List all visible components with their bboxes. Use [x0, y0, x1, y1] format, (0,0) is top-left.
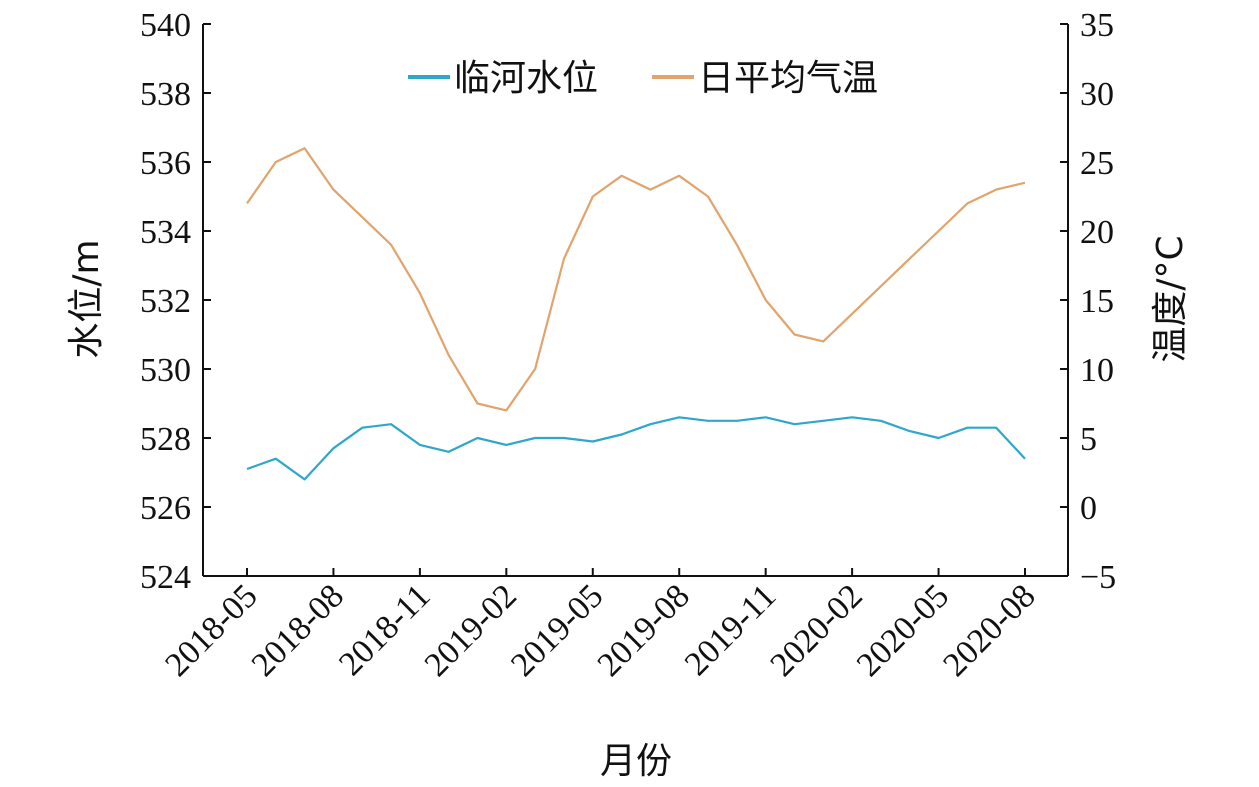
y-right-tick-label: 0 — [1080, 490, 1097, 527]
y-left-tick-label: 528 — [140, 421, 191, 458]
y-right-tick-label: 20 — [1080, 214, 1114, 251]
y-right-tick-label: −5 — [1080, 559, 1116, 596]
x-tick-label: 2019-08 — [591, 577, 697, 683]
x-axis-ticks: 2018-052018-082018-112019-022019-052019-… — [158, 568, 1043, 684]
right-axis-ticks: −5 0 5 10 15 20 25 30 35 — [1060, 7, 1116, 596]
y-left-tick-label: 530 — [140, 352, 191, 389]
series-line-temperature — [246, 147, 1026, 412]
x-tick-label: 2019-02 — [418, 577, 524, 683]
y-right-tick-label: 25 — [1080, 145, 1114, 182]
y-left-tick-label: 526 — [140, 490, 191, 527]
legend: 临河水位 日平均气温 — [408, 58, 878, 99]
x-tick-label: 2019-05 — [504, 577, 610, 683]
y-right-tick-label: 35 — [1080, 7, 1114, 44]
y-right-tick-label: 5 — [1080, 421, 1097, 458]
y-left-tick-label: 524 — [140, 559, 191, 596]
x-tick-label: 2020-02 — [763, 577, 869, 683]
y-left-tick-label: 534 — [140, 214, 191, 251]
x-tick-label: 2020-05 — [850, 577, 956, 683]
legend-label-water-level: 临河水位 — [454, 58, 598, 99]
y-axis-left-title: 水位/m — [66, 239, 107, 358]
y-left-tick-label: 532 — [140, 283, 191, 320]
y-right-tick-label: 10 — [1080, 352, 1114, 389]
legend-label-temperature: 日平均气温 — [698, 58, 878, 99]
y-left-tick-label: 538 — [140, 76, 191, 113]
y-axis-right-title: 温度/°C — [1150, 235, 1191, 362]
x-tick-label: 2018-11 — [332, 577, 437, 682]
left-axis-ticks: 524 526 528 530 532 534 536 538 540 — [140, 7, 211, 596]
plot-frame — [202, 24, 1069, 577]
series-lines — [246, 147, 1026, 481]
series-line-water-level — [246, 416, 1026, 481]
x-tick-label: 2020-08 — [936, 577, 1042, 683]
y-left-tick-label: 536 — [140, 145, 191, 182]
y-left-tick-label: 540 — [140, 7, 191, 44]
x-axis-title: 月份 — [600, 741, 672, 782]
y-right-tick-label: 15 — [1080, 283, 1114, 320]
x-tick-label: 2019-11 — [678, 577, 783, 682]
y-right-tick-label: 30 — [1080, 76, 1114, 113]
x-tick-label: 2018-08 — [245, 577, 351, 683]
